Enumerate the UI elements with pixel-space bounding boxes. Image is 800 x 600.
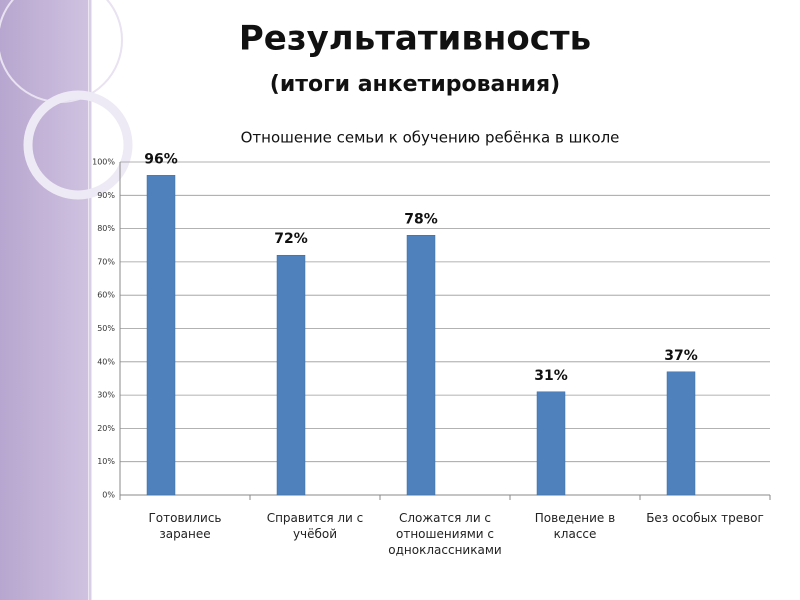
chart-title: Отношение семьи к обучению ребёнка в шко… [241, 129, 620, 147]
data-label: 78% [404, 211, 438, 227]
bar [536, 391, 566, 496]
x-tick-label: Сложатся ли с отношениями с одноклассник… [388, 511, 502, 557]
y-tick-label: 20% [97, 424, 115, 433]
bar [406, 235, 436, 496]
x-tick-label: Готовились заранее [148, 511, 222, 541]
data-label: 31% [534, 368, 568, 384]
deco-ring [23, 90, 133, 200]
y-tick-label: 80% [97, 224, 115, 233]
y-tick-label: 90% [97, 191, 115, 200]
side-strip [0, 0, 88, 600]
data-label: 96% [144, 151, 178, 167]
data-label: 72% [274, 231, 308, 247]
subheading: (итоги анкетирования) [270, 72, 560, 97]
y-tick-label: 50% [97, 324, 115, 333]
y-tick-label: 100% [92, 158, 115, 167]
y-tick-label: 40% [97, 357, 115, 366]
bar [666, 371, 696, 496]
y-tick-label: 60% [97, 291, 115, 300]
bar [146, 175, 176, 496]
y-tick-label: 10% [97, 457, 115, 466]
data-label: 37% [664, 348, 698, 364]
y-tick-label: 30% [97, 391, 115, 400]
y-tick-label: 70% [97, 257, 115, 266]
x-tick-label: Поведение в классе [534, 511, 616, 541]
x-tick-label: Без особых тревог [646, 511, 764, 525]
bar [276, 254, 306, 496]
heading: Результативность [239, 19, 591, 59]
x-tick-label: Справится ли с учёбой [266, 511, 364, 541]
y-tick-label: 0% [102, 491, 115, 500]
